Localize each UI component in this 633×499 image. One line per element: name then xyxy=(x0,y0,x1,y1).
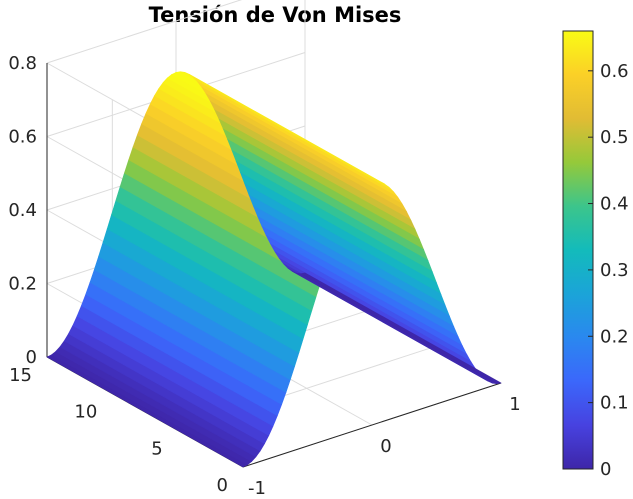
z-tick-label: 0.6 xyxy=(8,127,37,148)
surface-strip xyxy=(299,272,502,385)
x-tick-label: 0 xyxy=(380,436,391,457)
y-tick-label: 5 xyxy=(151,438,162,459)
grid-line-wall-z-back xyxy=(46,0,243,64)
x-axis-line xyxy=(242,382,502,468)
colorbar-ticks: 0 0.1 0.2 0.3 0.4 0.5 0.6 xyxy=(588,61,629,480)
colorbar-tick-label: 0 xyxy=(600,459,611,480)
colorbar-tick-label: 0.5 xyxy=(600,127,629,148)
colorbar-tick-label: 0.6 xyxy=(600,61,629,82)
x-tick-label: 1 xyxy=(509,394,520,415)
colorbar-tick-label: 0.4 xyxy=(600,194,629,215)
colorbar-tick-label: 0.1 xyxy=(600,393,629,414)
z-tick-label: 0.8 xyxy=(8,53,37,74)
y-tick-label: 10 xyxy=(74,402,97,423)
colorbar-tick-label: 0.2 xyxy=(600,326,629,347)
colorbar xyxy=(562,30,594,470)
x-tick-label: -1 xyxy=(248,478,266,499)
y-tick-label: 0 xyxy=(217,475,228,496)
y-tick-label: 15 xyxy=(9,365,32,386)
z-tick-label: 0 xyxy=(26,347,37,368)
z-tick-label: 0.2 xyxy=(8,274,37,295)
colorbar-tick-label: 0.3 xyxy=(600,260,629,281)
surface-plot xyxy=(46,71,502,468)
chart-title: Tensión de Von Mises xyxy=(149,3,402,27)
z-tick-label: 0.4 xyxy=(8,200,37,221)
